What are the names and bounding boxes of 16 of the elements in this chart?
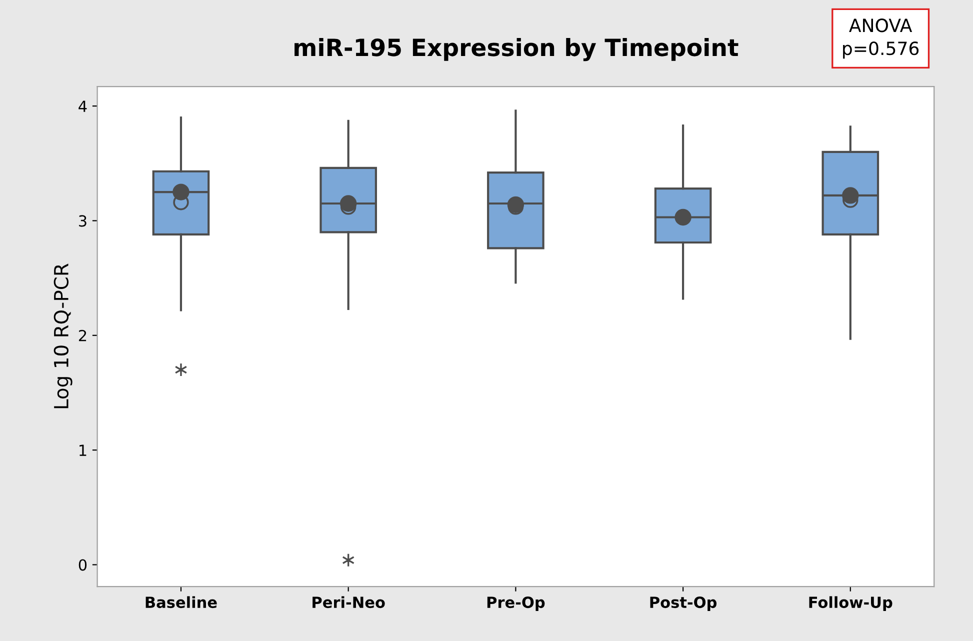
x-tick-label: Pre-Op: [487, 596, 545, 612]
chart-title: miR-195 Expression by Timepoint: [294, 38, 738, 62]
x-tick-label: Post-Op: [650, 596, 717, 612]
y-tick-label: 3: [79, 215, 86, 227]
point: [507, 196, 524, 213]
y-tick-label: 1: [80, 444, 86, 456]
y-tick-label: 4: [78, 100, 87, 112]
text: ANOVA p=0.576: [843, 18, 919, 59]
y-tick-label: 2: [78, 330, 86, 342]
x-tick-label: Follow-Up: [809, 596, 892, 612]
x-tick-label: Baseline: [146, 596, 217, 608]
point: [172, 184, 190, 200]
y-axis-title: Log 10 RQ-PCR: [54, 264, 72, 408]
x-tick-label: Peri-Neo: [312, 596, 385, 608]
y-tick-label: 0: [78, 559, 87, 571]
point: [842, 187, 859, 204]
